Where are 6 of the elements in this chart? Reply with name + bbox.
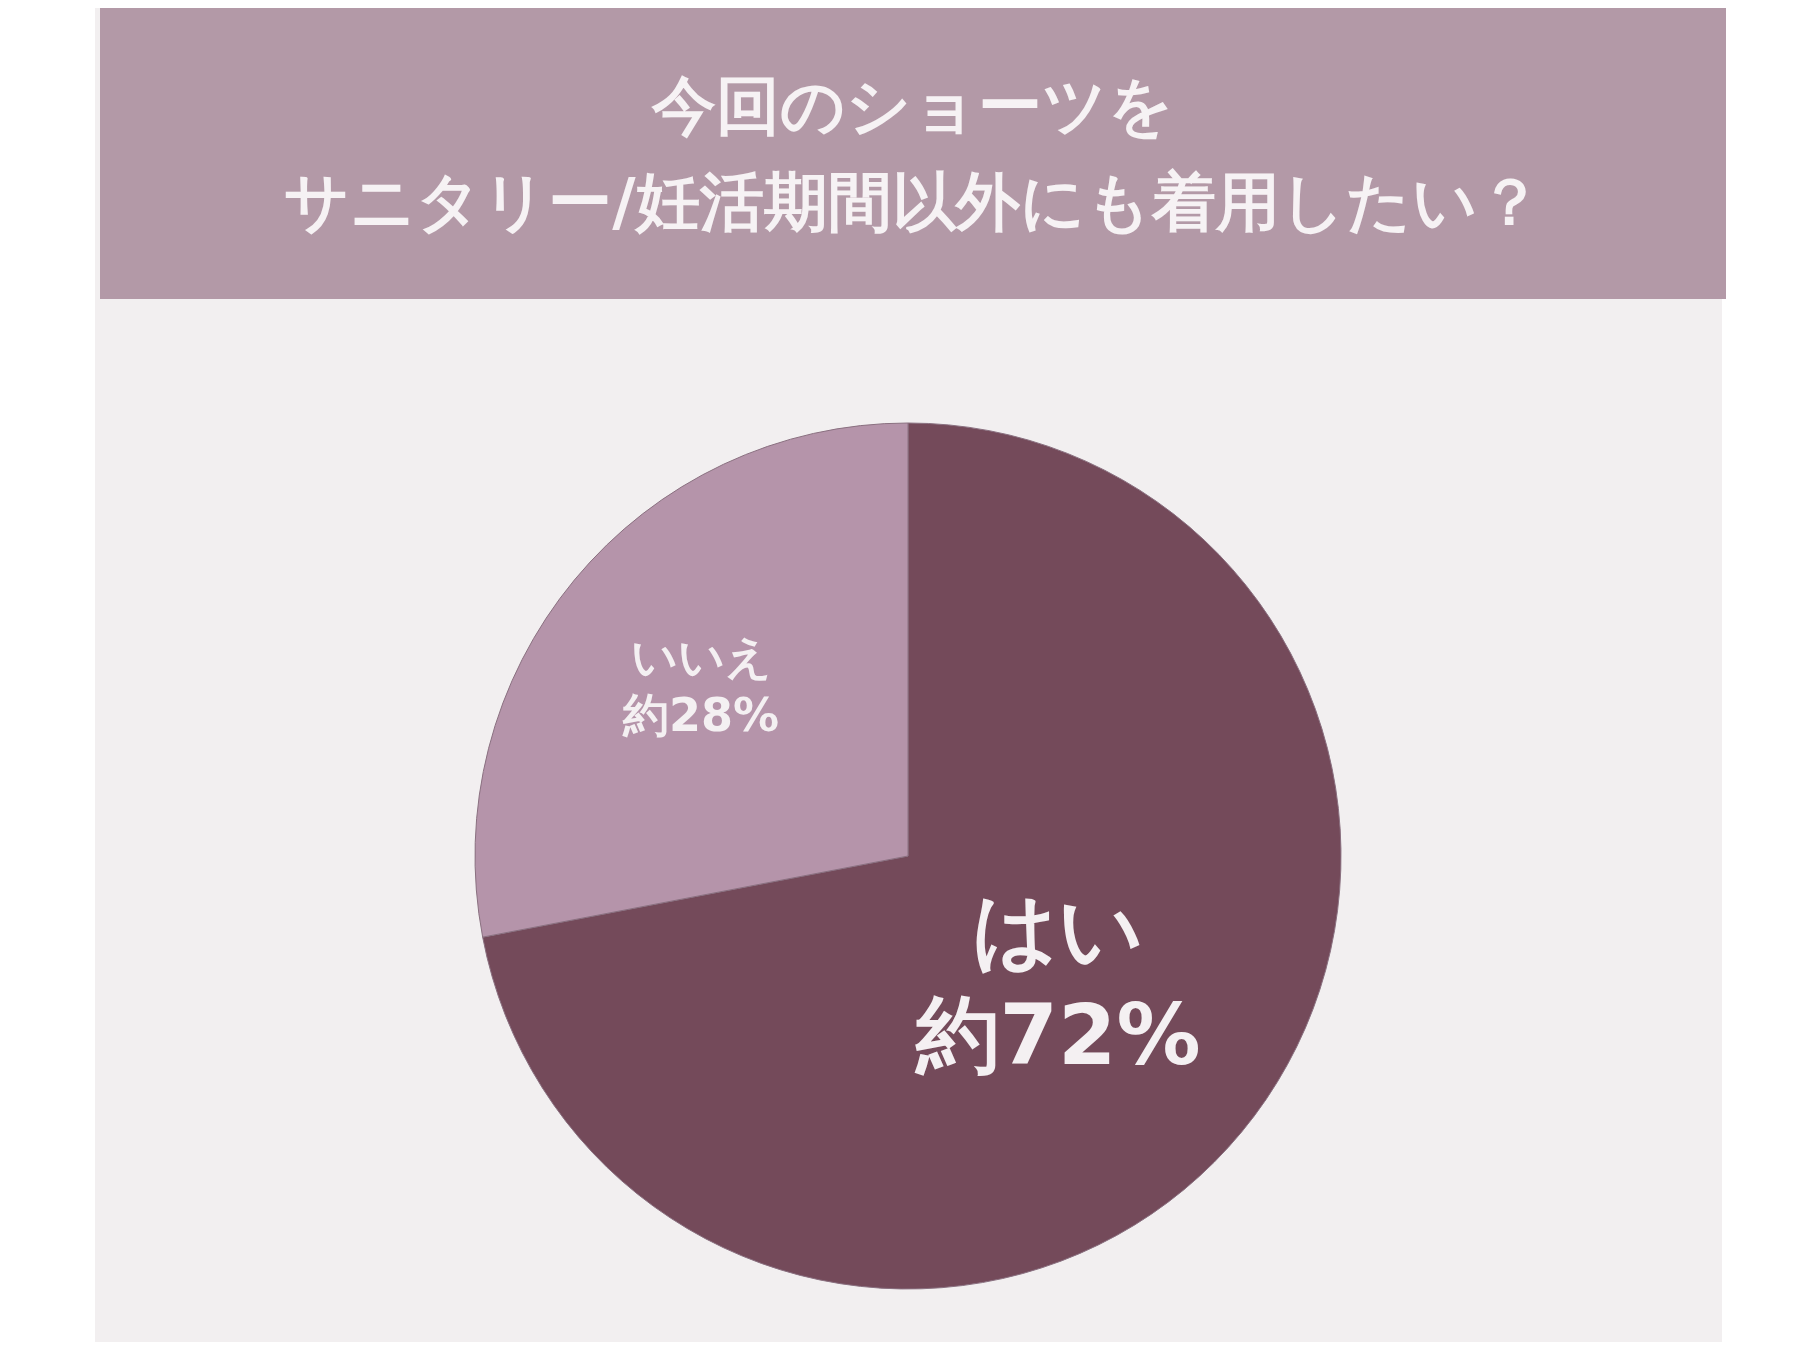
chart-subtitle: サニタリー/妊活期間以外にも着用したい？	[284, 163, 1542, 241]
slice-label: はい	[972, 881, 1145, 980]
data-label: 約72%	[913, 986, 1201, 1085]
data-label: 約28%	[622, 687, 780, 742]
slice-label: いいえ	[630, 630, 772, 685]
chart-title: 今回のショーツを	[652, 67, 1174, 145]
